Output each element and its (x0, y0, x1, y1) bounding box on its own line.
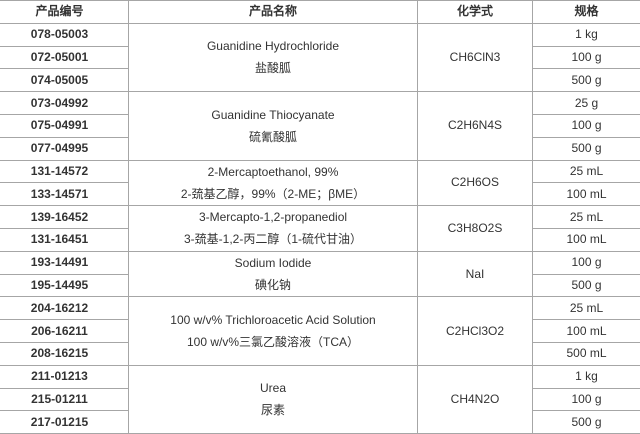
chemical-formula: C2H6OS (418, 160, 533, 206)
product-id: 077-04995 (0, 137, 129, 160)
product-name-en: Guanidine Thiocyanate (129, 104, 417, 126)
product-name-en: Guanidine Hydrochloride (129, 35, 417, 57)
package-size: 100 g (533, 114, 640, 137)
product-id: 131-14572 (0, 160, 129, 183)
package-size: 500 g (533, 411, 640, 434)
package-size: 100 mL (533, 320, 640, 343)
header-row: 产品编号 产品名称 化学式 规格 (0, 1, 640, 24)
chemical-formula: CH6ClN3 (418, 23, 533, 91)
chemical-formula: C2HCl3O2 (418, 297, 533, 365)
package-size: 100 mL (533, 183, 640, 206)
product-name-cn: 碘化钠 (129, 274, 417, 296)
product-name-en: 3-Mercapto-1,2-propanediol (129, 206, 417, 228)
package-size: 500 g (533, 137, 640, 160)
product-id: 215-01211 (0, 388, 129, 411)
package-size: 25 g (533, 92, 640, 115)
chemical-formula: NaI (418, 251, 533, 297)
product-name-en: 100 w/v% Trichloroacetic Acid Solution (129, 309, 417, 331)
product-id: 206-16211 (0, 320, 129, 343)
header-product-name: 产品名称 (129, 1, 418, 24)
product-id: 133-14571 (0, 183, 129, 206)
product-name-cn: 100 w/v%三氯乙酸溶液（TCA） (129, 331, 417, 353)
product-id: 078-05003 (0, 23, 129, 46)
product-id: 217-01215 (0, 411, 129, 434)
product-id: 211-01213 (0, 365, 129, 388)
header-formula: 化学式 (418, 1, 533, 24)
package-size: 500 g (533, 69, 640, 92)
product-id: 131-16451 (0, 228, 129, 251)
chemical-formula: C2H6N4S (418, 92, 533, 160)
product-name-cn: 3-巯基-1,2-丙二醇（1-硫代甘油） (129, 228, 417, 250)
product-name-cn: 盐酸胍 (129, 57, 417, 79)
header-size: 规格 (533, 1, 640, 24)
product-name-en: 2-Mercaptoethanol, 99% (129, 161, 417, 183)
product-id: 072-05001 (0, 46, 129, 69)
chemical-formula: C3H8O2S (418, 206, 533, 252)
product-id: 074-05005 (0, 69, 129, 92)
product-name-cn: 硫氰酸胍 (129, 126, 417, 148)
product-name-cn: 2-巯基乙醇，99%（2-ME；βME） (129, 183, 417, 205)
package-size: 25 mL (533, 297, 640, 320)
package-size: 100 g (533, 388, 640, 411)
package-size: 25 mL (533, 206, 640, 229)
product-id: 193-14491 (0, 251, 129, 274)
product-id: 075-04991 (0, 114, 129, 137)
header-product-id: 产品编号 (0, 1, 129, 24)
package-size: 100 mL (533, 228, 640, 251)
product-id: 195-14495 (0, 274, 129, 297)
product-name-en: Urea (129, 377, 417, 399)
chemical-formula: CH4N2O (418, 365, 533, 433)
product-id: 073-04992 (0, 92, 129, 115)
package-size: 500 g (533, 274, 640, 297)
package-size: 100 g (533, 251, 640, 274)
package-size: 25 mL (533, 160, 640, 183)
product-id: 204-16212 (0, 297, 129, 320)
product-id: 139-16452 (0, 206, 129, 229)
package-size: 500 mL (533, 342, 640, 365)
product-name-en: Sodium Iodide (129, 252, 417, 274)
product-id: 208-16215 (0, 342, 129, 365)
product-name-cn: 尿素 (129, 399, 417, 421)
package-size: 100 g (533, 46, 640, 69)
package-size: 1 kg (533, 365, 640, 388)
package-size: 1 kg (533, 23, 640, 46)
product-name: 2-Mercaptoethanol, 99%2-巯基乙醇，99%（2-ME；βM… (129, 160, 418, 206)
